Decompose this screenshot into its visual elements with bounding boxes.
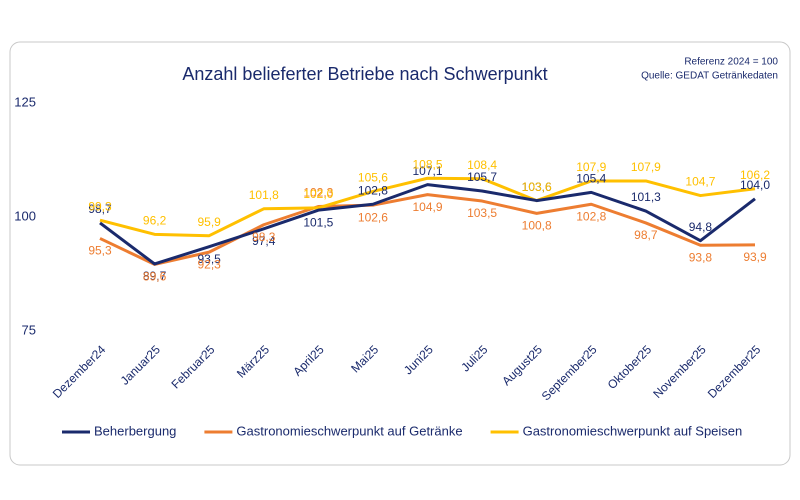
value-label: 103,5 <box>467 206 497 220</box>
value-label: 94,8 <box>689 220 713 234</box>
value-label: 102,0 <box>303 187 333 201</box>
source-note: Quelle: GEDAT Getränkedaten <box>641 71 778 82</box>
value-label: 89,6 <box>143 270 167 284</box>
value-label: 100,8 <box>522 219 552 233</box>
value-label: 107,1 <box>412 164 442 178</box>
value-label: 93,9 <box>743 250 767 264</box>
value-label: 102,6 <box>358 210 388 224</box>
value-label: 105,4 <box>576 172 606 186</box>
value-label: 102,8 <box>576 209 606 223</box>
value-label: 107,9 <box>576 160 606 174</box>
value-label: 105,6 <box>358 171 388 185</box>
value-label: 102,3 <box>303 186 333 200</box>
legend-label: Gastronomieschwerpunkt auf Speisen <box>523 423 743 438</box>
value-label: 96,2 <box>143 213 167 227</box>
value-label: 98,7 <box>88 202 112 216</box>
value-label: 101,5 <box>303 215 333 229</box>
y-tick-label: 125 <box>14 94 36 109</box>
value-label: 101,3 <box>631 190 661 204</box>
value-label: 97,4 <box>252 234 276 248</box>
value-label: 108,4 <box>467 158 497 172</box>
value-label: 95,3 <box>88 244 112 258</box>
series-line <box>99 183 756 266</box>
y-tick-label: 100 <box>14 208 36 223</box>
series-line <box>99 193 756 266</box>
value-label: 104,9 <box>412 200 442 214</box>
value-label: 108,5 <box>412 157 442 171</box>
value-label: 104,0 <box>740 178 770 192</box>
chart-title: Anzahl belieferter Betriebe nach Schwerp… <box>182 64 547 84</box>
value-label: 103,6 <box>522 180 552 194</box>
chart-frame <box>9 41 791 466</box>
legend-label: Gastronomieschwerpunkt auf Getränke <box>236 423 462 438</box>
value-label: 95,9 <box>197 215 221 229</box>
value-label: 99,3 <box>88 199 112 213</box>
value-label: 101,8 <box>249 188 279 202</box>
value-label: 98,7 <box>634 228 658 242</box>
value-label: 89,7 <box>143 269 167 283</box>
series-line <box>99 176 756 238</box>
reference-note: Referenz 2024 = 100 <box>684 57 778 68</box>
value-label: 98,3 <box>252 230 276 244</box>
y-tick-label: 75 <box>22 322 36 337</box>
value-label: 103,6 <box>522 180 552 194</box>
legend-label: Beherbergung <box>94 423 176 438</box>
value-label: 106,2 <box>740 168 770 182</box>
value-label: 107,9 <box>631 160 661 174</box>
value-label: 105,7 <box>467 170 497 184</box>
value-label: 102,8 <box>358 183 388 197</box>
value-label: 93,5 <box>197 252 221 266</box>
value-label: 104,7 <box>685 175 715 189</box>
value-label: 93,8 <box>689 250 713 264</box>
value-label: 92,3 <box>197 257 221 271</box>
